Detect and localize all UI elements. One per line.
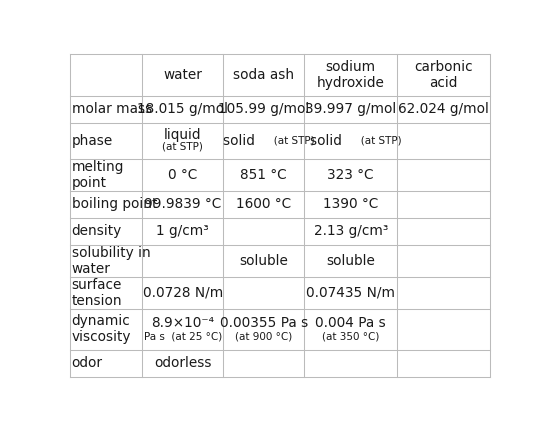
Text: 1390 °C: 1390 °C bbox=[323, 197, 378, 211]
Text: 0 °C: 0 °C bbox=[168, 168, 198, 182]
Text: odorless: odorless bbox=[154, 356, 212, 370]
Text: dynamic
viscosity: dynamic viscosity bbox=[72, 314, 131, 344]
Text: 99.9839 °C: 99.9839 °C bbox=[144, 197, 222, 211]
Text: (at STP): (at STP) bbox=[351, 136, 401, 146]
Text: solid: solid bbox=[223, 134, 264, 148]
Text: (at STP): (at STP) bbox=[162, 142, 203, 152]
Text: 0.00355 Pa s: 0.00355 Pa s bbox=[219, 316, 308, 330]
Text: 0.07435 N/m: 0.07435 N/m bbox=[306, 286, 395, 300]
Text: density: density bbox=[72, 224, 122, 238]
Text: molar mass: molar mass bbox=[72, 102, 152, 116]
Text: phase: phase bbox=[72, 134, 113, 148]
Text: liquid: liquid bbox=[164, 128, 201, 142]
Text: (at 900 °C): (at 900 °C) bbox=[235, 331, 293, 341]
Text: water: water bbox=[163, 68, 202, 82]
Text: 18.015 g/mol: 18.015 g/mol bbox=[138, 102, 228, 116]
Text: 39.997 g/mol: 39.997 g/mol bbox=[305, 102, 396, 116]
Text: odor: odor bbox=[72, 356, 103, 370]
Text: sodium
hydroxide: sodium hydroxide bbox=[317, 60, 385, 90]
Text: soda ash: soda ash bbox=[233, 68, 294, 82]
Text: soluble: soluble bbox=[239, 253, 288, 268]
Text: 8.9×10⁻⁴: 8.9×10⁻⁴ bbox=[151, 316, 215, 330]
Text: (at 350 °C): (at 350 °C) bbox=[322, 331, 379, 341]
Text: surface
tension: surface tension bbox=[72, 278, 122, 308]
Text: 323 °C: 323 °C bbox=[328, 168, 374, 182]
Text: 1 g/cm³: 1 g/cm³ bbox=[157, 224, 209, 238]
Text: 1600 °C: 1600 °C bbox=[236, 197, 292, 211]
Text: solubility in
water: solubility in water bbox=[72, 245, 150, 276]
Text: solid: solid bbox=[310, 134, 351, 148]
Text: melting
point: melting point bbox=[72, 160, 124, 190]
Text: 851 °C: 851 °C bbox=[240, 168, 287, 182]
Text: 105.99 g/mol: 105.99 g/mol bbox=[218, 102, 310, 116]
Text: (at STP): (at STP) bbox=[264, 136, 314, 146]
Text: boiling point: boiling point bbox=[72, 197, 157, 211]
Text: 0.004 Pa s: 0.004 Pa s bbox=[316, 316, 386, 330]
Text: 0.0728 N/m: 0.0728 N/m bbox=[143, 286, 223, 300]
Text: Pa s  (at 25 °C): Pa s (at 25 °C) bbox=[144, 331, 222, 341]
Text: soluble: soluble bbox=[327, 253, 375, 268]
Text: 2.13 g/cm³: 2.13 g/cm³ bbox=[313, 224, 388, 238]
Text: carbonic
acid: carbonic acid bbox=[414, 60, 473, 90]
Text: 62.024 g/mol: 62.024 g/mol bbox=[398, 102, 489, 116]
